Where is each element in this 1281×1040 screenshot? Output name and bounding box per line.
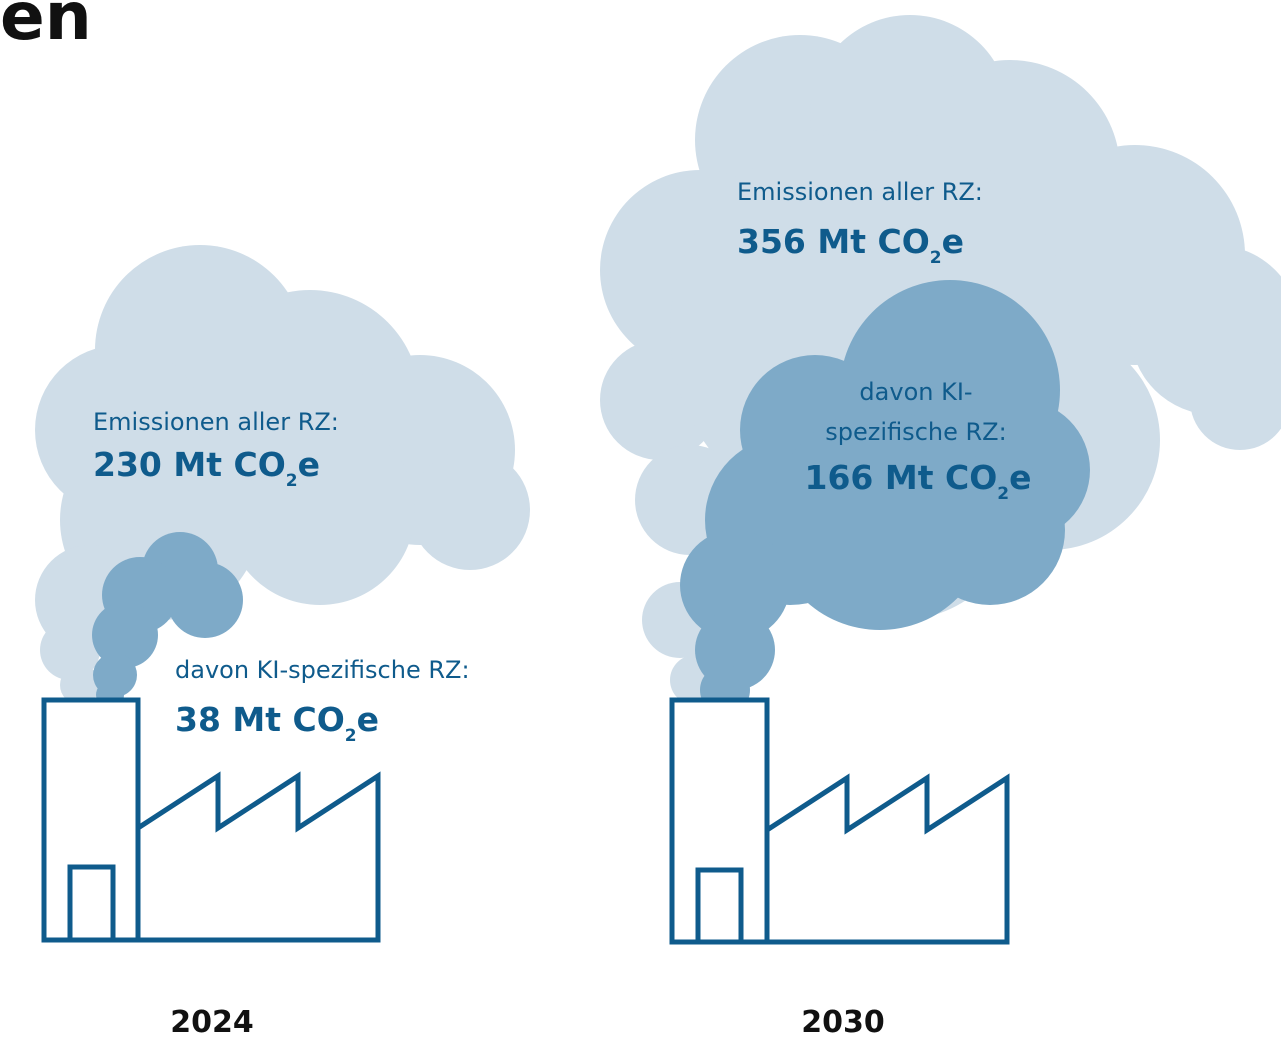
illustration: [0, 0, 1281, 1037]
total-value: 356 Mt CO2e: [737, 222, 964, 268]
ai-label: spezifische RZ:: [825, 418, 1006, 446]
ai-value: 38 Mt CO2e: [175, 700, 379, 746]
subscript: 2: [286, 471, 298, 491]
factory-2030: [672, 700, 1007, 942]
value: 38 Mt CO: [175, 700, 345, 739]
subscript: 2: [345, 726, 357, 746]
value: 166 Mt CO: [805, 458, 998, 497]
ai-value: 166 Mt CO2e: [805, 458, 1032, 504]
suffix: e: [357, 700, 379, 739]
title: en: [0, 0, 92, 55]
ai-label: davon KI-spezifische RZ:: [175, 656, 470, 684]
suffix: e: [942, 222, 964, 261]
year-label: 2024: [170, 1005, 254, 1040]
total-label: Emissionen aller RZ:: [93, 408, 339, 436]
subscript: 2: [930, 248, 942, 268]
value: 356 Mt CO: [737, 222, 930, 261]
suffix: e: [1009, 458, 1031, 497]
subscript: 2: [997, 484, 1009, 504]
value: 230 Mt CO: [93, 445, 286, 484]
year-label: 2030: [801, 1005, 885, 1040]
total-value: 230 Mt CO2e: [93, 445, 320, 491]
total-label: Emissionen aller RZ:: [737, 178, 983, 206]
page: en Emissionen aller RZ: 230 Mt CO2e davo…: [0, 0, 1281, 1037]
suffix: e: [298, 445, 320, 484]
ai-label: davon KI-: [859, 378, 972, 406]
